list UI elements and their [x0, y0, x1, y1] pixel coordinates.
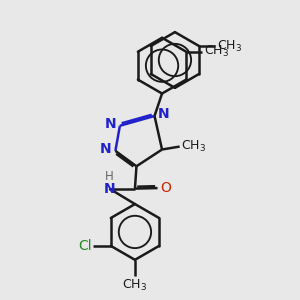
Text: CH$_3$: CH$_3$: [204, 44, 229, 59]
Text: N: N: [103, 182, 115, 196]
Text: Cl: Cl: [78, 239, 92, 253]
Text: CH$_3$: CH$_3$: [122, 278, 148, 293]
Text: CH$_3$: CH$_3$: [217, 38, 242, 54]
Text: N: N: [105, 117, 116, 131]
Text: CH$_3$: CH$_3$: [181, 139, 206, 154]
Text: H: H: [105, 170, 114, 183]
Text: N: N: [100, 142, 112, 156]
Text: O: O: [160, 181, 171, 195]
Text: N: N: [158, 106, 170, 121]
